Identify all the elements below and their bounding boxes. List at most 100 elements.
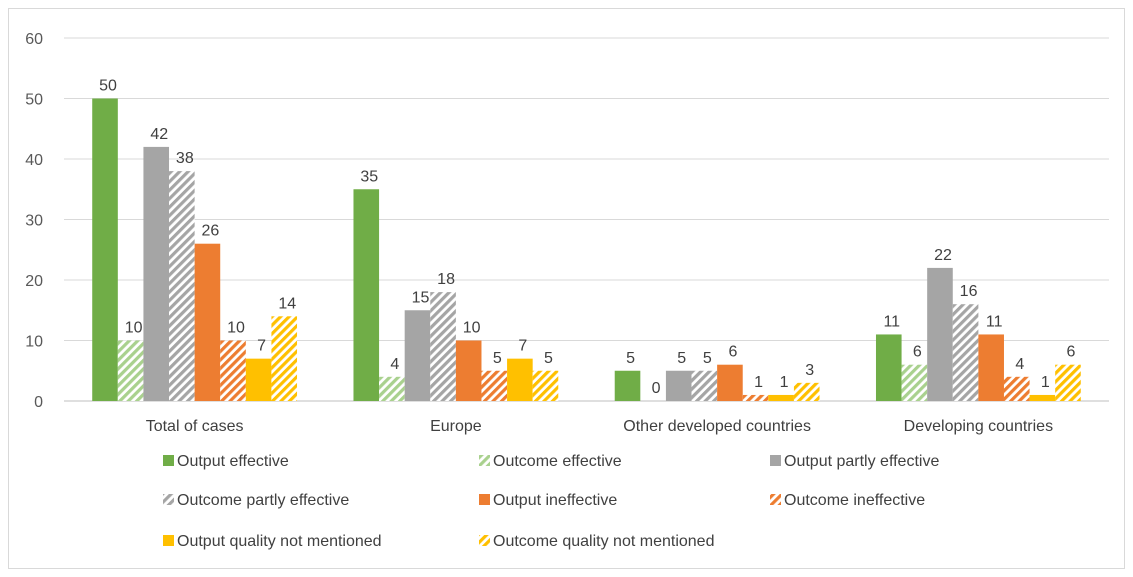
- data-label: 0: [652, 380, 661, 397]
- data-label: 4: [390, 356, 399, 373]
- data-label: 11: [986, 313, 1003, 330]
- data-label: 10: [227, 320, 245, 337]
- bar: [952, 304, 979, 401]
- data-label: 7: [518, 338, 527, 355]
- bar: [901, 364, 928, 401]
- data-label: 1: [780, 374, 789, 391]
- bar: [194, 243, 221, 401]
- legend: Output effective Outcome effective Output …: [163, 453, 939, 550]
- y-tick-label: 60: [25, 31, 43, 48]
- bar: [404, 310, 431, 401]
- bar: [245, 358, 272, 401]
- bar: [169, 171, 195, 401]
- y-tick-label: 0: [34, 394, 43, 411]
- legend-item: Output partly effective: [770, 453, 939, 470]
- bar: [1029, 394, 1056, 401]
- legend-swatch: [163, 535, 174, 546]
- bar: [614, 370, 641, 401]
- data-label: 6: [1067, 344, 1076, 361]
- data-label: 10: [463, 320, 481, 337]
- bar: [1003, 376, 1030, 401]
- legend-swatch: [770, 455, 781, 466]
- y-tick-label: 20: [25, 273, 43, 290]
- data-label: 18: [437, 271, 455, 288]
- data-label: 3: [805, 362, 814, 379]
- legend-swatch: [479, 455, 490, 466]
- data-label: 6: [728, 344, 737, 361]
- data-label: 1: [1041, 374, 1050, 391]
- bar-layer: [92, 98, 1081, 401]
- data-label: 4: [1015, 356, 1024, 373]
- bar: [927, 267, 953, 401]
- chart-frame: 0 10 20 30 40 50 60 Total of cases Europe Other d…: [8, 8, 1125, 569]
- y-tick-label: 10: [25, 334, 43, 351]
- bar: [742, 394, 769, 401]
- data-label: 5: [677, 350, 686, 367]
- bar: [271, 316, 298, 401]
- legend-item: Outcome partly effective: [163, 492, 349, 509]
- legend-swatch: [479, 535, 490, 546]
- category-label: Other developed countries: [623, 418, 811, 435]
- legend-swatch: [770, 494, 781, 505]
- legend-label: Output effective: [177, 453, 289, 470]
- y-tick-label: 50: [25, 92, 43, 109]
- bar: [117, 340, 144, 401]
- data-label: 22: [934, 247, 952, 264]
- data-label: 15: [412, 289, 430, 306]
- data-label: 38: [176, 150, 194, 167]
- category-label: Europe: [430, 418, 482, 435]
- bar: [875, 334, 902, 401]
- data-label: 5: [626, 350, 635, 367]
- bar: [143, 146, 170, 401]
- legend-swatch: [479, 494, 490, 505]
- legend-item: Outcome ineffective: [770, 492, 925, 509]
- bar: [768, 394, 794, 401]
- legend-item: Output quality not mentioned: [163, 533, 382, 550]
- legend-label: Outcome ineffective: [784, 492, 925, 509]
- legend-label: Output partly effective: [784, 453, 939, 470]
- category-label: Developing countries: [904, 418, 1053, 435]
- bar: [717, 364, 743, 401]
- bar: [220, 340, 246, 401]
- bar: [379, 376, 405, 401]
- data-label: 5: [544, 350, 553, 367]
- data-label: 16: [960, 283, 978, 300]
- bar: [353, 189, 380, 401]
- legend-label: Outcome effective: [493, 453, 622, 470]
- data-label: 42: [150, 126, 168, 143]
- bar: [481, 370, 508, 401]
- bar: [92, 98, 118, 401]
- y-tick-label: 40: [25, 152, 43, 169]
- bar: [665, 370, 692, 401]
- y-tick-label: 30: [25, 213, 43, 230]
- data-label: 5: [493, 350, 502, 367]
- legend-item: Output ineffective: [479, 492, 617, 509]
- legend-swatch: [163, 455, 174, 466]
- bar: [691, 370, 718, 401]
- data-label: 1: [754, 374, 763, 391]
- data-label: 50: [99, 78, 117, 95]
- legend-item: Outcome effective: [479, 453, 622, 470]
- legend-label: Output ineffective: [493, 492, 617, 509]
- legend-label: Output quality not mentioned: [177, 533, 382, 550]
- data-label: 35: [360, 168, 378, 185]
- category-label: Total of cases: [146, 418, 244, 435]
- bar: [430, 292, 456, 401]
- legend-item: Outcome quality not mentioned: [479, 533, 714, 550]
- bar: [793, 382, 820, 401]
- bar: [978, 334, 1004, 401]
- bar: [455, 340, 482, 401]
- legend-swatch: [163, 494, 174, 505]
- bar: [1055, 364, 1081, 401]
- data-label: 10: [125, 320, 143, 337]
- data-label: 6: [913, 344, 922, 361]
- legend-item: Output effective: [163, 453, 289, 470]
- data-label: 7: [257, 338, 266, 355]
- data-label: 5: [703, 350, 712, 367]
- legend-label: Outcome quality not mentioned: [493, 533, 714, 550]
- bar: [532, 370, 559, 401]
- data-label: 26: [202, 223, 220, 240]
